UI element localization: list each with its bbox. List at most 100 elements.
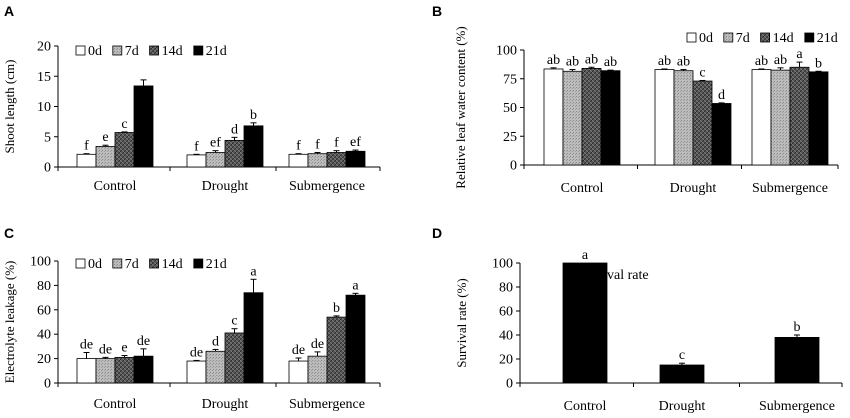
significance-letter: d	[718, 88, 725, 103]
legend-item-21d: 21d	[193, 257, 227, 272]
significance-letter: a	[582, 248, 589, 263]
significance-letter: f	[296, 139, 301, 154]
bar-0d-control	[76, 358, 97, 384]
bar-7d-submergence	[307, 153, 328, 168]
legend-swatch	[75, 258, 86, 269]
significance-letter: de	[137, 334, 150, 349]
y-tick-label: 20	[499, 353, 513, 368]
significance-letter: ab	[677, 55, 690, 70]
y-tick-label: 5	[44, 130, 51, 145]
bar-0d-submergence	[288, 360, 309, 384]
category-label: Submergence	[289, 397, 365, 412]
y-tick-label: 100	[496, 44, 517, 59]
legend-item-0d: 0d	[75, 257, 102, 272]
bar-7d-drought	[673, 70, 694, 166]
legend-item-0d: 0d	[75, 44, 102, 59]
category-label: Drought	[659, 399, 706, 414]
y-tick-label: 20	[37, 40, 51, 55]
significance-letter: de	[311, 337, 324, 352]
y-tick-label: 40	[499, 329, 513, 344]
significance-letter: f	[334, 136, 339, 151]
y-axis-label: Relative leaf water content (%)	[453, 26, 468, 188]
bar-survival-rate-drought	[659, 364, 705, 384]
bar-7d-control	[95, 146, 116, 168]
significance-letter: f	[315, 137, 320, 152]
significance-letter: de	[190, 345, 203, 360]
bar-21d-submergence	[808, 71, 829, 166]
panel-d: 0 20 40 60 80 100 Survival rate (%) Control Drou…	[454, 248, 843, 414]
significance-letter: ef	[350, 135, 361, 150]
legend-item-21d: 21d	[804, 31, 838, 46]
legend-swatch	[112, 45, 123, 56]
bar-21d-submergence	[345, 150, 366, 168]
significance-letter: de	[80, 338, 93, 353]
bar-14d-submergence	[326, 152, 347, 168]
bar-7d-submergence	[770, 69, 791, 166]
legend-swatch	[149, 258, 160, 269]
panel-letter-d: D	[432, 225, 442, 241]
bar-14d-submergence	[326, 316, 347, 384]
bar-14d-control	[581, 68, 602, 166]
significance-letter: b	[250, 108, 257, 123]
legend-item-14d: 14d	[149, 44, 183, 59]
significance-letter: d	[212, 334, 219, 349]
legend-swatch	[804, 32, 815, 43]
category-label: Submergence	[289, 179, 365, 194]
bar-14d-drought	[692, 80, 713, 166]
panel-b: 0 25 50 75 100 Relative leaf water content (%…	[453, 26, 839, 196]
legend-label: 14d	[773, 31, 794, 46]
y-tick-label: 60	[37, 303, 51, 318]
significance-letter: b	[794, 320, 801, 335]
y-tick-label: 80	[37, 279, 51, 294]
y-tick-label: 75	[503, 72, 517, 87]
significance-letter: a	[796, 47, 803, 62]
significance-letter: de	[99, 342, 112, 357]
significance-letter: ab	[774, 53, 787, 68]
category-label: Control	[561, 181, 604, 196]
legend-label: survival rate	[579, 268, 649, 283]
legend-swatch	[193, 258, 204, 269]
bar-7d-drought	[205, 350, 226, 384]
category-label: Drought	[670, 181, 717, 196]
legend-swatch	[723, 32, 734, 43]
category-label: Drought	[202, 397, 249, 412]
bar-7d-control	[562, 70, 583, 166]
significance-letter: e	[102, 130, 108, 145]
bar-0d-submergence	[288, 153, 309, 168]
bar-21d-control	[600, 70, 621, 166]
legend-label: 7d	[125, 44, 139, 59]
legend-swatch	[686, 32, 697, 43]
category-label: Submergence	[752, 181, 828, 196]
y-tick-label: 20	[37, 352, 51, 367]
panel-a: 0 5 10 15 20 Shoot length (cm) Control Drought S…	[2, 40, 381, 194]
significance-letter: c	[121, 117, 127, 132]
category-label: Control	[94, 397, 137, 412]
significance-letter: e	[121, 341, 127, 356]
bar-14d-submergence	[789, 66, 810, 166]
legend-swatch	[193, 45, 204, 56]
significance-letter: a	[352, 278, 359, 293]
significance-letter: c	[679, 348, 685, 363]
bar-21d-control	[133, 85, 154, 168]
y-tick-label: 0	[506, 377, 513, 392]
bar-21d-drought	[243, 125, 264, 168]
legend-swatch	[112, 258, 123, 269]
significance-letter: c	[699, 65, 705, 80]
panel-letter-a: A	[4, 3, 14, 19]
legend-label: 7d	[736, 31, 750, 46]
bar-0d-control	[543, 68, 564, 166]
panel-letter-c: C	[4, 225, 14, 241]
bar-0d-submergence	[751, 69, 772, 166]
significance-letter: f	[84, 139, 89, 154]
significance-letter: d	[231, 122, 238, 137]
y-axis-label: Shoot length (cm)	[2, 60, 17, 154]
bar-21d-control	[133, 355, 154, 384]
bar-14d-control	[114, 132, 135, 168]
legend-label: 14d	[162, 257, 183, 272]
category-label: Submergence	[759, 399, 835, 414]
bar-21d-drought	[711, 103, 732, 166]
category-label: Drought	[202, 179, 249, 194]
legend-swatch	[149, 45, 160, 56]
significance-letter: ab	[585, 52, 598, 67]
